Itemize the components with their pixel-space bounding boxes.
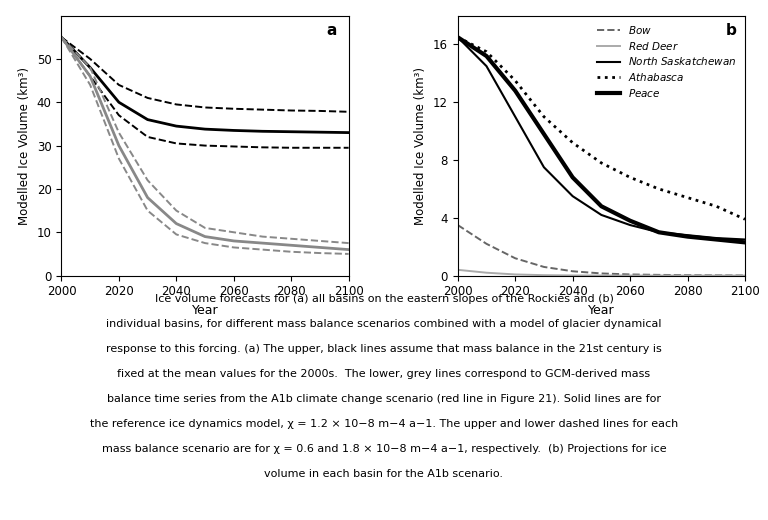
Text: fixed at the mean values for the 2000s.  The lower, grey lines correspond to GCM: fixed at the mean values for the 2000s. … <box>118 369 650 379</box>
Text: balance time series from the A1b climate change scenario (red line in Figure 21): balance time series from the A1b climate… <box>107 394 661 404</box>
Text: a: a <box>326 23 337 38</box>
X-axis label: Year: Year <box>192 304 218 317</box>
Y-axis label: Modelled Ice Volume (km³): Modelled Ice Volume (km³) <box>18 67 31 225</box>
X-axis label: Year: Year <box>588 304 614 317</box>
Text: individual basins, for different mass balance scenarios combined with a model of: individual basins, for different mass ba… <box>106 319 662 329</box>
Text: volume in each basin for the A1b scenario.: volume in each basin for the A1b scenari… <box>264 469 504 478</box>
Text: response to this forcing. (a) The upper, black lines assume that mass balance in: response to this forcing. (a) The upper,… <box>106 344 662 354</box>
Y-axis label: Modelled Ice Volume (km³): Modelled Ice Volume (km³) <box>415 67 428 225</box>
Legend: $\it{Bow}$, $\it{Red\ Deer}$, $\it{North\ Saskatchewan}$, $\it{Athabasca}$, $\it: $\it{Bow}$, $\it{Red\ Deer}$, $\it{North… <box>594 21 740 101</box>
Text: b: b <box>726 23 737 38</box>
Text: the reference ice dynamics model, χ = 1.2 × 10−8 m−4 a−1. The upper and lower da: the reference ice dynamics model, χ = 1.… <box>90 419 678 428</box>
Text: Ice volume forecasts for (a) all basins on the eastern slopes of the Rockies and: Ice volume forecasts for (a) all basins … <box>154 294 614 304</box>
Text: mass balance scenario are for χ = 0.6 and 1.8 × 10−8 m−4 a−1, respectively.  (b): mass balance scenario are for χ = 0.6 an… <box>101 444 667 453</box>
